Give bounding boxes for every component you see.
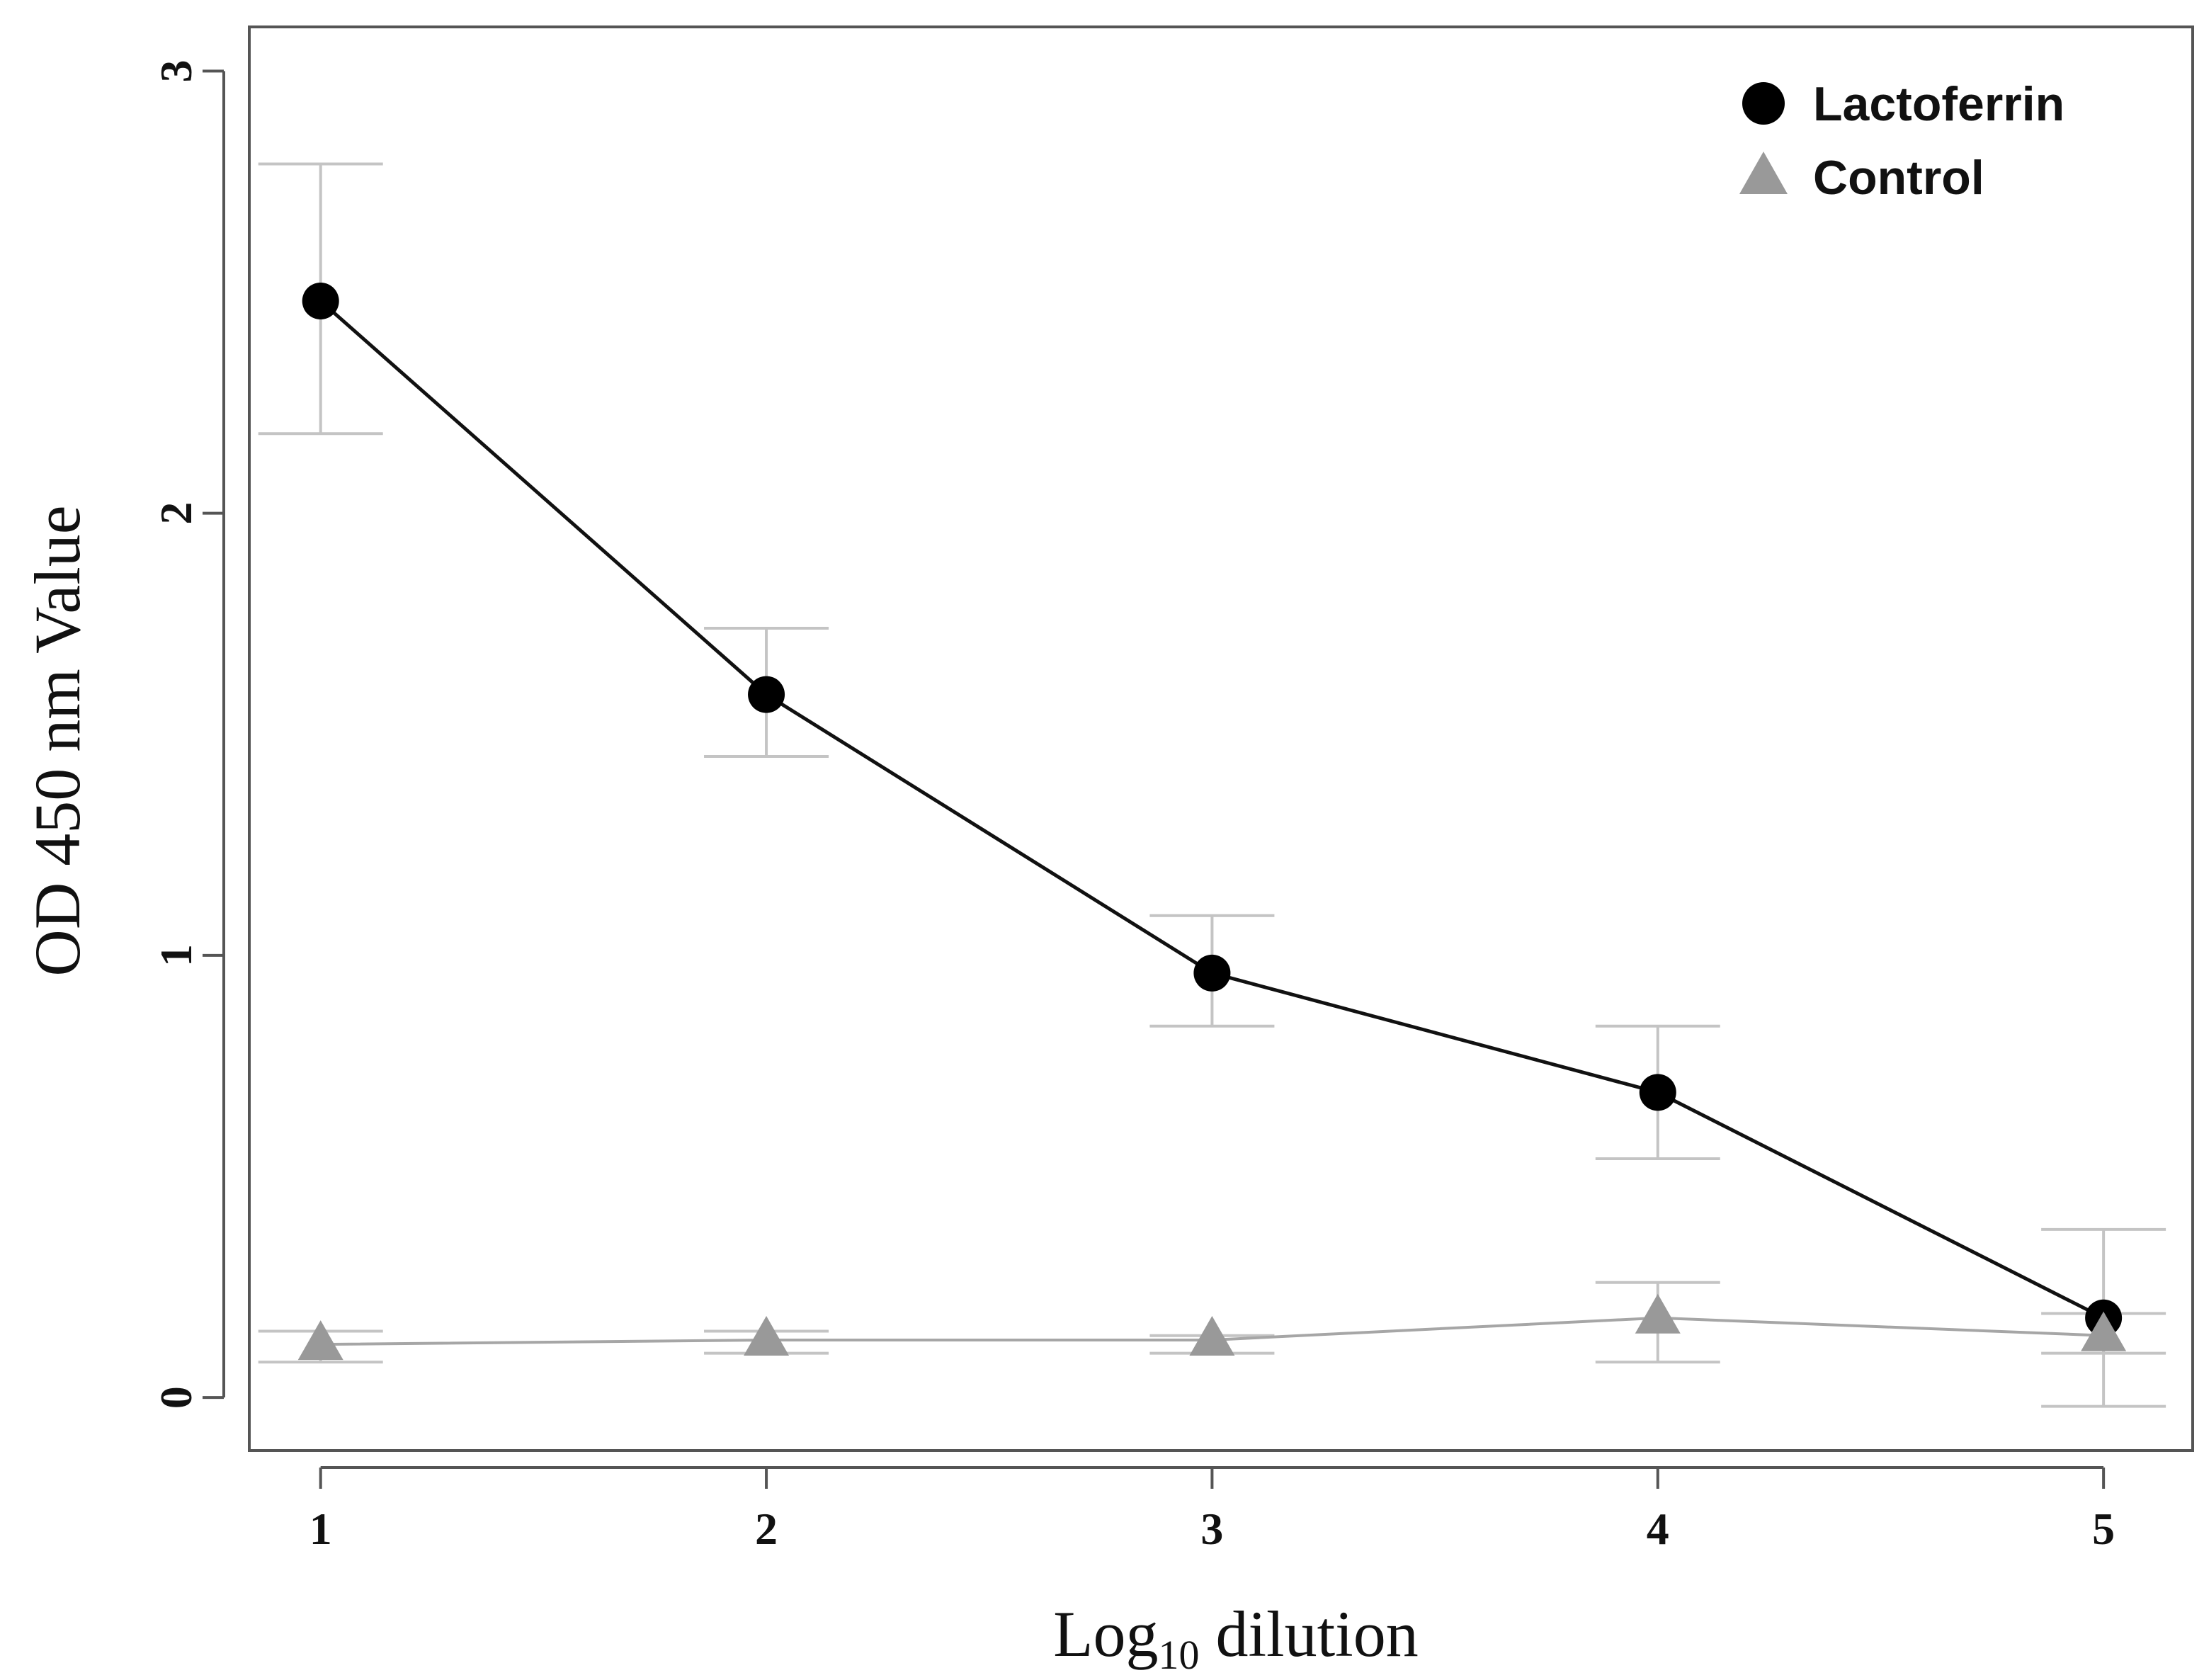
y-axis-title: OD 450 nm Value: [21, 505, 93, 976]
x-tick-label: 3: [1200, 1504, 1223, 1554]
x-axis-title-rest: dilution: [1199, 1598, 1418, 1670]
error-bars: [258, 162, 2166, 1408]
plot-frame: [248, 25, 2194, 1452]
lactoferrin-series-line: [319, 300, 2105, 1319]
x-axis-title-base: Log: [1053, 1598, 1158, 1670]
x-axis-title: Log10 dilution: [1053, 1598, 1418, 1678]
control-point: [2081, 1311, 2127, 1351]
x-axis-title-subscript: 10: [1158, 1632, 1199, 1678]
control-point: [1189, 1315, 1235, 1356]
x-tick-label: 4: [1647, 1504, 1669, 1554]
x-tick-label: 5: [2092, 1504, 2115, 1554]
legend-lactoferrin-symbol: [1742, 82, 1785, 125]
lactoferrin-point: [1639, 1074, 1676, 1111]
y-tick-label: 1: [151, 944, 201, 967]
series-lines: [319, 300, 2105, 1346]
control-point: [744, 1315, 790, 1356]
legend: Lactoferrin Control: [1739, 77, 2064, 205]
y-tick-label: 0: [151, 1386, 201, 1409]
control-point: [297, 1320, 343, 1361]
x-tick-label: 2: [755, 1504, 778, 1554]
data-markers: [297, 283, 2127, 1361]
control-point: [1635, 1293, 1681, 1334]
legend-lactoferrin-label: Lactoferrin: [1813, 77, 2064, 131]
legend-control-symbol: [1739, 152, 1788, 194]
legend-control-label: Control: [1813, 151, 1984, 205]
lactoferrin-point: [748, 676, 785, 713]
x-axis: 1 2 3 4 5: [309, 1466, 2115, 1554]
lactoferrin-point: [302, 283, 339, 320]
x-tick-label: 1: [309, 1504, 332, 1554]
y-tick-label: 3: [151, 59, 201, 82]
y-axis: 0 1 2 3: [151, 59, 225, 1409]
lactoferrin-point: [1193, 954, 1231, 992]
y-tick-label: 2: [151, 502, 201, 525]
